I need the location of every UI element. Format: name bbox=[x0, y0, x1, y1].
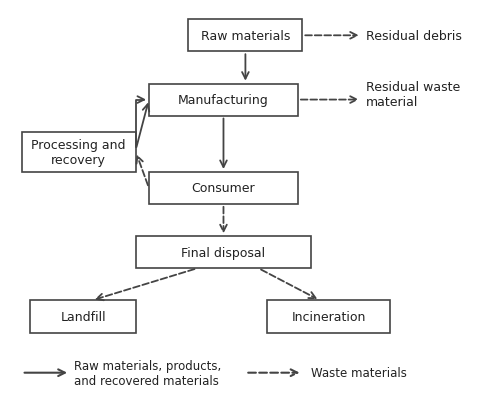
FancyArrowPatch shape bbox=[137, 157, 148, 186]
FancyArrowPatch shape bbox=[242, 55, 249, 79]
FancyArrowPatch shape bbox=[305, 33, 357, 40]
FancyArrowPatch shape bbox=[97, 270, 195, 301]
Text: Residual debris: Residual debris bbox=[366, 30, 462, 43]
Text: Raw materials: Raw materials bbox=[201, 30, 290, 43]
FancyBboxPatch shape bbox=[31, 301, 136, 333]
FancyBboxPatch shape bbox=[22, 133, 136, 173]
Text: Raw materials, products,
and recovered materials: Raw materials, products, and recovered m… bbox=[75, 359, 222, 387]
Text: Waste materials: Waste materials bbox=[311, 366, 407, 379]
FancyArrowPatch shape bbox=[301, 97, 357, 103]
Text: Consumer: Consumer bbox=[192, 182, 255, 195]
FancyBboxPatch shape bbox=[149, 173, 298, 204]
FancyArrowPatch shape bbox=[220, 119, 227, 168]
Text: Incineration: Incineration bbox=[292, 310, 366, 323]
FancyBboxPatch shape bbox=[136, 236, 311, 269]
Text: Processing and
recovery: Processing and recovery bbox=[32, 138, 126, 166]
FancyArrowPatch shape bbox=[261, 270, 316, 299]
Text: Manufacturing: Manufacturing bbox=[178, 94, 269, 107]
FancyArrowPatch shape bbox=[136, 105, 149, 148]
Text: Landfill: Landfill bbox=[60, 310, 106, 323]
FancyArrowPatch shape bbox=[220, 207, 227, 232]
Text: Final disposal: Final disposal bbox=[182, 246, 266, 259]
Text: Residual waste
material: Residual waste material bbox=[366, 80, 460, 108]
FancyBboxPatch shape bbox=[188, 20, 303, 52]
FancyBboxPatch shape bbox=[149, 84, 298, 116]
FancyBboxPatch shape bbox=[267, 301, 390, 333]
